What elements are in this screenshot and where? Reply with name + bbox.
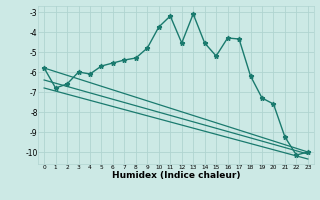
X-axis label: Humidex (Indice chaleur): Humidex (Indice chaleur) [112,171,240,180]
